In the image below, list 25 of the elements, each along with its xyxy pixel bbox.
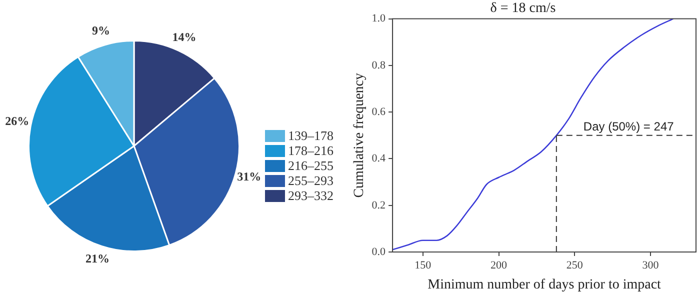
x-axis-title: Minimum number of days prior to impact — [428, 277, 662, 292]
data-label: 26% — [5, 114, 30, 128]
y-tick-label: 1.0 — [372, 12, 386, 25]
ref-line-label: Day (50%) = 247 — [583, 120, 674, 134]
legend-label: 255–293 — [288, 172, 334, 188]
x-tick-label: 300 — [642, 259, 660, 272]
legend-label: 216–255 — [288, 158, 334, 174]
legend-label: 178–216 — [288, 142, 334, 158]
data-label: 9% — [92, 23, 110, 38]
y-axis-title: Cumulative frequency — [352, 73, 368, 198]
data-label: 14% — [172, 30, 196, 44]
x-tick-label: 250 — [566, 259, 584, 272]
legend-label: 293–332 — [288, 188, 334, 204]
y-tick-label: 0.4 — [372, 152, 386, 165]
line-series — [392, 18, 674, 250]
chart-title: δ = 18 cm/s — [490, 1, 556, 16]
legend-label: 139–178 — [288, 128, 334, 144]
x-tick-label: 200 — [490, 259, 508, 272]
y-tick-label: 0.6 — [372, 106, 386, 118]
x-tick-label: 150 — [414, 259, 432, 272]
data-label: 21% — [86, 252, 110, 266]
data-label: 31% — [237, 169, 262, 184]
y-tick-label: 0.0 — [372, 246, 386, 258]
y-tick-label: 0.8 — [372, 59, 386, 72]
y-tick-label: 0.2 — [372, 199, 386, 212]
